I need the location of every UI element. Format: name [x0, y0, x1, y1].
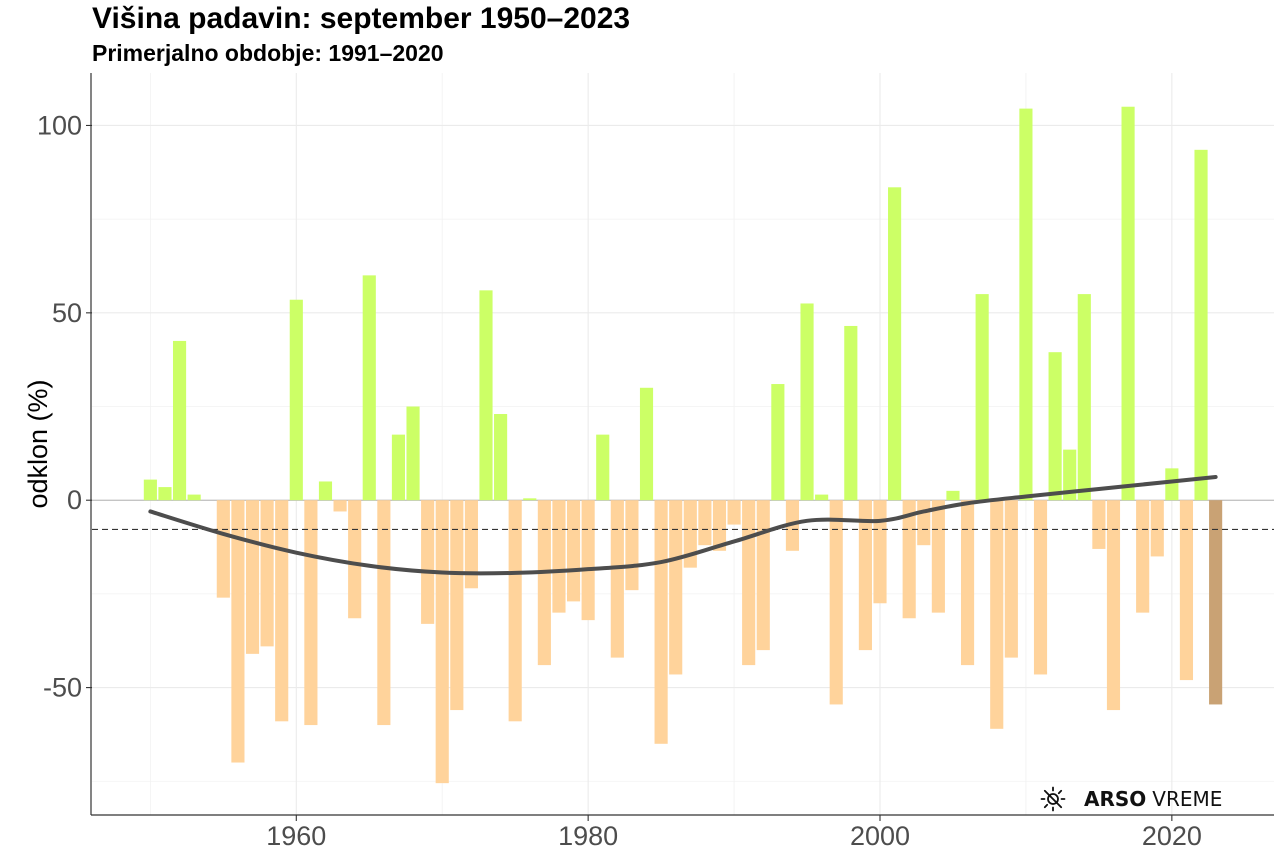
logo-suffix: VREME [1152, 787, 1223, 811]
bar-2020 [1165, 468, 1179, 501]
weather-sun-icon [1040, 786, 1066, 812]
bar-2009 [1004, 500, 1018, 658]
bar-1967 [391, 434, 406, 501]
bar-2005 [946, 490, 960, 501]
bar-2006 [960, 500, 975, 666]
bar-2011 [1033, 500, 1048, 675]
bar-2019 [1150, 500, 1164, 557]
chart-title: Višina padavin: september 1950–2023 [92, 2, 631, 35]
bar-2015 [1092, 500, 1106, 549]
y-tick-label: -50 [43, 673, 82, 703]
bar-1958 [260, 500, 274, 647]
bar-1962 [318, 481, 333, 501]
bar-1968 [406, 406, 420, 501]
bar-1974 [494, 414, 508, 501]
bar-2016 [1106, 500, 1121, 711]
bar-1955 [216, 500, 230, 598]
bar-2012 [1048, 352, 1062, 501]
bar-2013 [1063, 449, 1077, 501]
bar-1966 [377, 500, 391, 726]
bar-1973 [479, 290, 493, 501]
bar-1979 [566, 500, 581, 602]
x-tick-label: 2000 [850, 821, 910, 851]
y-tick-label: 50 [52, 298, 82, 328]
bar-1970 [435, 500, 449, 784]
bar-1998 [844, 325, 858, 501]
bar-1991 [742, 500, 756, 666]
bar-1977 [537, 500, 551, 666]
bar-2000 [873, 500, 887, 604]
bar-1961 [304, 500, 318, 726]
bar-1953 [187, 494, 201, 501]
bar-1952 [172, 340, 187, 501]
logo-brand: ARSO [1084, 787, 1147, 811]
bar-2021 [1179, 500, 1194, 681]
bar-1969 [421, 500, 435, 624]
bar-1984 [639, 387, 654, 501]
bar-1985 [654, 500, 668, 744]
bar-2007 [975, 294, 989, 501]
bar-1993 [771, 384, 785, 501]
bar-1957 [245, 500, 260, 654]
y-tick-label: 100 [37, 110, 82, 140]
bar-1989 [712, 500, 727, 551]
grid [92, 73, 1274, 815]
bar-1978 [552, 500, 566, 613]
bar-1997 [829, 500, 843, 705]
y-axis-title: odklon (%) [23, 379, 53, 508]
bar-1960 [289, 299, 303, 501]
bar-1951 [158, 487, 172, 501]
bar-1975 [508, 500, 522, 722]
bar-1959 [275, 500, 289, 722]
bar-2014 [1077, 294, 1091, 501]
chart-subtitle: Primerjalno obdobje: 1991–2020 [92, 40, 444, 66]
bar-1982 [610, 500, 624, 658]
bar-2022 [1194, 149, 1208, 501]
bar-2017 [1121, 106, 1135, 501]
bar-2004 [931, 500, 945, 613]
bar-1963 [333, 500, 347, 512]
bar-1972 [464, 500, 478, 589]
bar-2001 [888, 187, 902, 501]
bar-1988 [698, 500, 712, 546]
x-axis: 1960 1980 2000 2020 [266, 815, 1202, 851]
bar-1965 [362, 275, 376, 501]
bar-1987 [683, 500, 697, 568]
bar-1964 [348, 500, 362, 619]
bar-1971 [450, 500, 464, 711]
y-axis: -50 0 50 100 [37, 110, 92, 703]
bar-1980 [581, 500, 595, 621]
x-tick-label: 1960 [266, 821, 326, 851]
bars [143, 106, 1223, 784]
bar-2018 [1136, 500, 1150, 613]
bar-2003 [917, 500, 931, 546]
bar-2010 [1019, 108, 1033, 501]
bar-1981 [596, 434, 610, 501]
bar-2008 [990, 500, 1004, 729]
arso-logo: ARSO VREME [1040, 786, 1222, 812]
bar-1990 [727, 500, 741, 525]
bar-1992 [756, 500, 770, 651]
x-tick-label: 2020 [1142, 821, 1202, 851]
bar-1950 [143, 479, 157, 501]
bar-1983 [625, 500, 639, 591]
trend-line [148, 474, 1218, 576]
bar-2023 [1209, 500, 1223, 705]
x-tick-label: 1980 [558, 821, 618, 851]
bar-1976 [523, 498, 537, 501]
bar-1995 [800, 303, 814, 501]
bar-1956 [231, 500, 245, 763]
y-tick-label: 0 [67, 485, 82, 515]
bar-1999 [858, 500, 872, 651]
bar-1986 [669, 500, 683, 675]
bar-1996 [815, 494, 829, 501]
